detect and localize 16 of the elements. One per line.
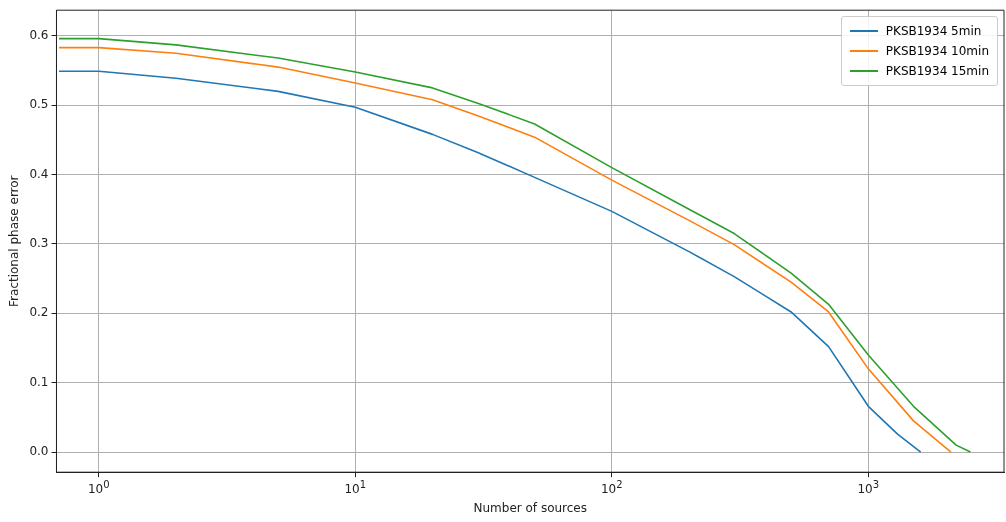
- y-tick-label: 0.3: [29, 236, 49, 251]
- legend-label: PKSB1934 5min: [885, 24, 982, 39]
- y-tick-label: 0.5: [29, 97, 49, 112]
- legend-label: PKSB1934 10min: [885, 44, 989, 59]
- legend-label: PKSB1934 15min: [885, 64, 989, 79]
- y-tick-label: 0.0: [29, 444, 49, 459]
- x-tick-label: 10$^{2}$: [600, 478, 623, 497]
- x-tick-label: 10$^{3}$: [857, 478, 880, 497]
- x-tick-label: 10$^{1}$: [344, 478, 367, 497]
- y-axis-title: Fractional phase error: [7, 175, 22, 307]
- y-tick-label: 0.2: [29, 305, 49, 320]
- y-tick-label: 0.4: [29, 166, 49, 181]
- y-tick-label: 0.1: [29, 374, 49, 389]
- y-tick-label: 0.6: [29, 27, 49, 42]
- x-axis-title: Number of sources: [473, 500, 587, 515]
- x-tick-label: 10$^{0}$: [87, 478, 110, 497]
